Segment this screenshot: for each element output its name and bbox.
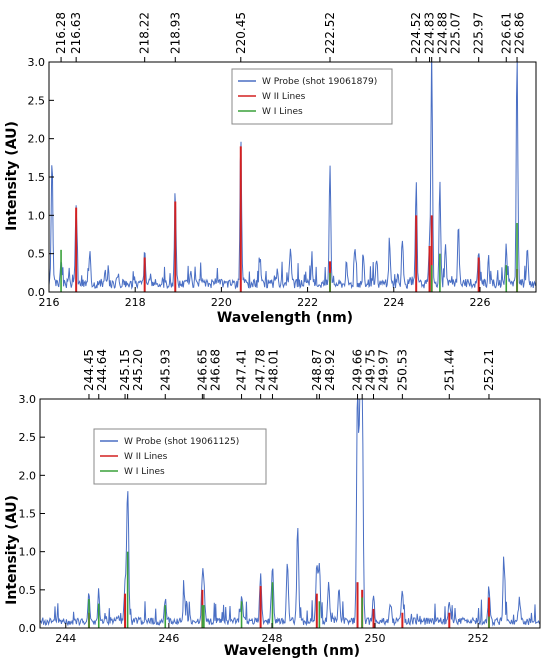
legend-entry: W I Lines [124,467,165,477]
peak-label: 249.75 [364,349,378,391]
peak-label: 248.01 [267,349,281,391]
legend-box [93,428,267,485]
y-tick-label: 2.5 [19,431,37,444]
y-tick-label: 2.0 [19,469,37,482]
peak-label: 226.61 [499,12,513,54]
x-tick-label: 218 [125,296,146,309]
y-tick-label: 0.5 [28,248,46,261]
chart-top-svg: Wavelength (nm) Intensity (AU) 216 218 220… [4,12,537,326]
y-tick-label: 1.0 [28,209,46,222]
peak-label: 218.22 [138,12,152,54]
legend-entry: W Probe (shot 19061125) [124,437,239,447]
y-tick-label: 0.0 [19,622,37,635]
peak-label: 244.45 [82,349,96,391]
peak-label: 246.65 [195,349,209,391]
x-tick-label: 252 [468,632,489,645]
y-tick-label: 0.0 [28,286,46,299]
y-tick-label: 0.5 [19,584,37,597]
peak-label: 224.88 [436,12,450,54]
x-tick-label: 244 [55,632,76,645]
peak-label: 251.44 [442,349,456,391]
plot-area [40,399,540,628]
peak-label: 224.83 [423,12,437,54]
y-axis-title: Intensity (AU) [4,495,20,605]
peak-label: 244.64 [95,349,109,391]
peak-label: 224.52 [409,12,423,54]
x-tick-label: 246 [158,632,179,645]
peak-label: 248.87 [310,349,324,391]
x-axis-title: Wavelength (nm) [224,643,360,659]
peak-label: 226.86 [512,12,526,54]
peak-label: 220.45 [234,12,248,54]
peak-label: 216.28 [54,12,68,54]
peak-label: 248.92 [323,349,337,391]
peak-label: 245.15 [118,349,132,391]
legend-entry: W I Lines [262,107,303,117]
x-tick-label: 224 [383,296,404,309]
x-tick-label: 220 [211,296,232,309]
peak-label: 218.93 [168,12,182,54]
y-tick-label: 1.5 [28,171,46,184]
y-tick-label: 3.0 [28,56,46,69]
y-axis-title: Intensity (AU) [4,121,20,231]
peak-label: 252.21 [482,349,496,391]
peak-label: 249.66 [351,349,365,391]
peak-label: 222.52 [323,12,337,54]
legend-entry: W II Lines [124,452,168,462]
x-tick-label: 248 [261,632,282,645]
x-axis-title: Wavelength (nm) [217,310,353,326]
x-tick-label: 222 [297,296,318,309]
y-tick-label: 2.5 [28,94,46,107]
y-tick-label: 1.0 [19,546,37,559]
peak-label: 245.93 [158,349,172,391]
peak-label: 249.97 [377,349,391,391]
plot-area [49,62,536,292]
peak-label: 246.68 [208,349,222,391]
legend-entry: W II Lines [262,92,306,102]
peak-label: 216.63 [69,12,83,54]
peak-label: 247.78 [254,349,268,391]
y-tick-label: 3.0 [19,393,37,406]
probe-spectrum-line [49,62,536,290]
peak-label: 250.53 [395,349,409,391]
peak-label: 225.97 [472,12,486,54]
spectrum-chart-top: Wavelength (nm) Intensity (AU) 216 218 220… [0,0,541,330]
x-tick-label: 250 [365,632,386,645]
chart-bottom-svg: Wavelength (nm) Intensity (AU) 244 246 248… [4,349,541,659]
y-tick-label: 2.0 [28,133,46,146]
spectrum-chart-bottom: Wavelength (nm) Intensity (AU) 244 246 248… [0,332,541,663]
probe-spectrum-line [40,399,540,627]
peak-label: 247.41 [235,349,249,391]
legend-entry: W Probe (shot 19061879) [262,77,377,87]
x-tick-label: 226 [469,296,490,309]
peak-label: 225.07 [449,12,463,54]
peak-label: 245.20 [131,349,145,391]
legend-box [231,68,393,125]
y-tick-label: 1.5 [19,508,37,521]
x-tick-label: 216 [39,296,60,309]
